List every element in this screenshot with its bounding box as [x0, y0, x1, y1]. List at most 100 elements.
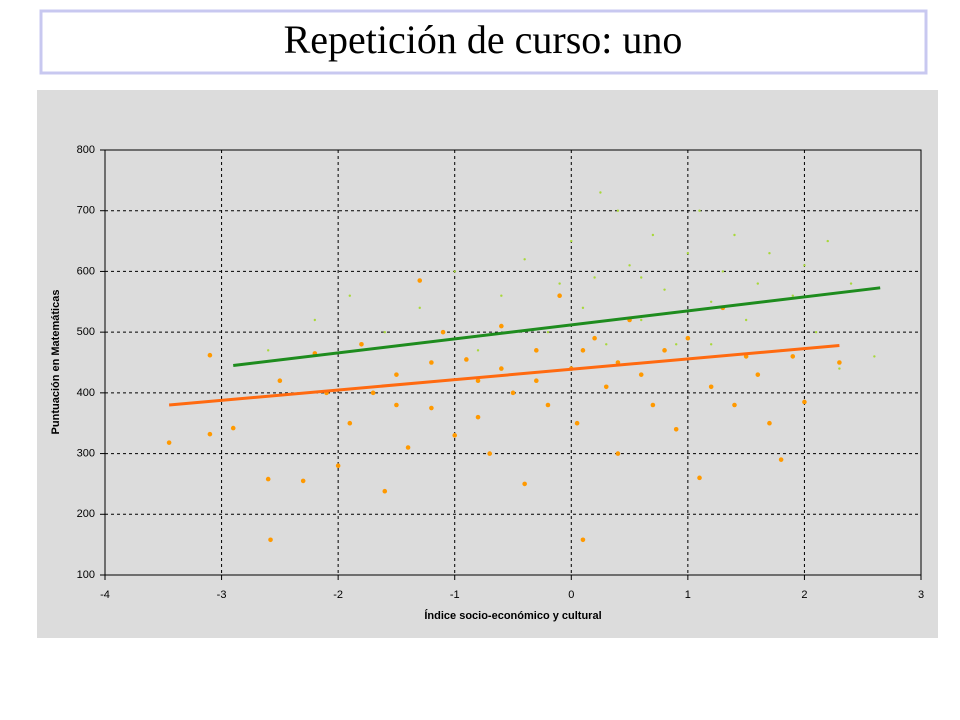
scatter-point	[335, 463, 341, 469]
y-tick-label: 800	[77, 144, 95, 156]
scatter-point	[405, 445, 411, 450]
scatter-point	[581, 306, 585, 310]
trend-line	[233, 286, 881, 368]
scatter-point	[370, 390, 376, 396]
scatter-point	[790, 354, 796, 359]
scatter-point	[651, 233, 655, 237]
y-axis-label: Puntuación en Matemáticas	[50, 290, 62, 435]
chart-title: Repetición de curso: uno	[284, 17, 683, 62]
scatter-point	[499, 323, 504, 329]
scatter-point	[382, 488, 388, 494]
scatter-point	[557, 293, 562, 299]
scatter-point	[721, 270, 725, 273]
scatter-point	[791, 294, 794, 297]
scatter-point	[429, 360, 434, 365]
trend-line	[168, 344, 840, 407]
scatter-point	[534, 378, 539, 384]
scatter-point	[662, 348, 667, 353]
scatter-point	[616, 209, 620, 212]
x-tick-label: -3	[217, 589, 227, 601]
scatter-point	[418, 306, 421, 310]
scatter-point	[499, 366, 504, 371]
scatter-point	[663, 288, 666, 291]
x-tick-label: -4	[100, 589, 110, 601]
y-tick-label: 300	[77, 447, 95, 459]
scatter-point	[265, 476, 271, 482]
x-tick-label: -2	[333, 589, 343, 601]
scatter-point	[580, 537, 586, 543]
scatter-point	[487, 451, 492, 456]
scatter-point	[440, 329, 446, 335]
scatter-point	[592, 335, 597, 341]
scatter-point	[347, 420, 353, 426]
scatter-point	[453, 270, 456, 273]
title-box	[39, 9, 928, 75]
scatter-point	[732, 402, 737, 408]
scatter-point	[744, 318, 748, 322]
scatter-point	[755, 372, 761, 377]
scatter-point	[500, 294, 503, 297]
x-tick-label: 3	[918, 589, 924, 601]
x-tick-label: 1	[685, 589, 691, 601]
scatter-point	[522, 481, 527, 487]
scatter-point	[545, 402, 551, 408]
y-tick-label: 600	[77, 265, 95, 277]
scatter-point	[558, 282, 561, 285]
scatter-point	[394, 402, 399, 408]
scatter-point	[685, 335, 691, 341]
scatter-point	[464, 357, 469, 362]
y-tick-label: 200	[77, 508, 95, 520]
scatter-point	[166, 440, 172, 445]
scatter-point	[803, 264, 806, 267]
scatter-point	[570, 239, 573, 243]
scatter-point	[733, 233, 736, 237]
scatter-point	[638, 372, 644, 377]
scatter-point	[628, 264, 631, 267]
scatter-point	[207, 352, 213, 358]
scatter-point	[709, 300, 713, 303]
scatter-point	[640, 276, 643, 279]
scatter-point	[778, 457, 784, 462]
scatter-point	[277, 378, 283, 384]
scatter-point	[698, 209, 701, 212]
scatter-point	[534, 348, 539, 353]
scatter-point	[383, 330, 386, 334]
scatter-point	[429, 405, 434, 411]
scatter-point	[546, 330, 550, 334]
scatter-point	[767, 420, 772, 426]
x-tick-label: 2	[801, 589, 807, 601]
scatter-point	[510, 390, 516, 396]
scatter-point	[300, 478, 306, 484]
scatter-point	[814, 330, 818, 334]
scatter-point	[838, 367, 841, 370]
scatter-point	[359, 341, 364, 347]
scatter-point	[476, 349, 480, 352]
x-tick-label: 0	[568, 589, 574, 601]
scatter-point	[452, 433, 458, 438]
scatter-point	[615, 451, 621, 456]
scatter-point	[599, 191, 602, 194]
scatter-point	[523, 258, 526, 261]
y-tick-label: 700	[77, 205, 95, 217]
scatter-point	[268, 537, 273, 543]
scatter-point	[709, 343, 713, 346]
scatter-point	[417, 278, 423, 283]
scatter-point	[313, 318, 317, 322]
scatter-point	[873, 355, 876, 358]
y-tick-label: 400	[77, 387, 95, 399]
scatter-point	[394, 372, 399, 377]
scatter-point	[605, 343, 608, 346]
plot-area	[104, 149, 922, 576]
scatter-point	[574, 420, 580, 426]
scatter-point	[826, 239, 829, 243]
y-tick-label: 500	[77, 326, 95, 338]
x-tick-label: -1	[450, 589, 460, 601]
y-tick-label: 100	[77, 569, 95, 581]
scatter-point	[603, 384, 609, 390]
scatter-point	[230, 425, 236, 431]
scatter-point	[348, 294, 351, 297]
scatter-point	[686, 252, 690, 255]
scatter-point	[267, 349, 270, 352]
